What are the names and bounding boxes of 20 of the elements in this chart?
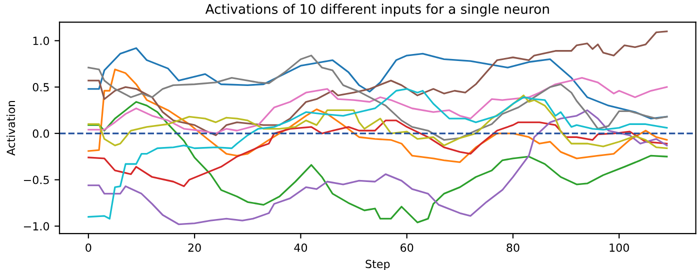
line-series bbox=[88, 76, 668, 134]
line-series bbox=[88, 30, 668, 136]
x-tick-label: 0 bbox=[86, 243, 92, 252]
x-tick-label: 40 bbox=[294, 243, 308, 252]
x-tick-label: 80 bbox=[506, 243, 520, 252]
line-series bbox=[88, 120, 668, 188]
x-axis-title: Step bbox=[366, 260, 390, 270]
line-series bbox=[88, 94, 668, 150]
x-tick-label: 100 bbox=[610, 243, 629, 252]
y-axis-title: Activation bbox=[6, 100, 16, 156]
x-tick-label: 20 bbox=[188, 243, 201, 252]
chart-title: Activations of 10 different inputs for a single neuron bbox=[205, 4, 549, 17]
y-tick-label: 0.5 bbox=[32, 83, 49, 92]
y-tick-label: −0.5 bbox=[24, 176, 49, 184]
line-series bbox=[88, 68, 668, 163]
x-tick-label: 60 bbox=[400, 243, 414, 252]
line-series bbox=[88, 54, 668, 141]
y-tick-label: 1.0 bbox=[33, 36, 50, 46]
y-tick-label: 0.0 bbox=[32, 129, 50, 138]
y-tick-label: −1.0 bbox=[24, 222, 50, 231]
